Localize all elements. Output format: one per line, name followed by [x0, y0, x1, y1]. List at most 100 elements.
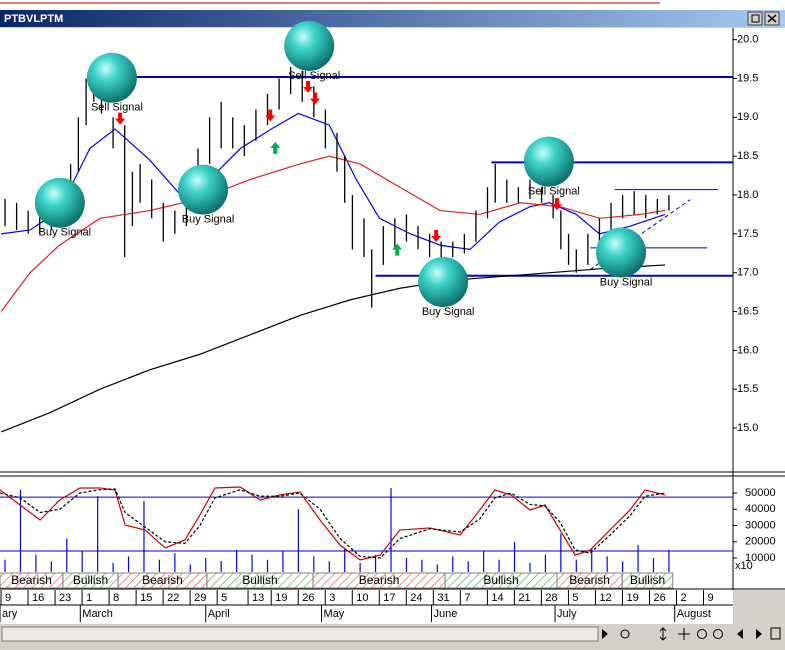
x-tick-label: 1 — [86, 592, 92, 604]
sell-arrow — [265, 109, 276, 122]
next-icon[interactable] — [756, 629, 762, 639]
sentiment-label: Bullish — [630, 573, 665, 587]
month-label: ary — [2, 608, 18, 620]
y-tick-label: 18.0 — [737, 189, 758, 201]
vertical-move-icon[interactable] — [659, 627, 667, 641]
x-tick-label: 5 — [572, 592, 578, 604]
scroll-right-icon[interactable] — [602, 629, 608, 639]
y-tick-label: 20000 — [745, 536, 776, 548]
close-icon — [767, 14, 777, 23]
x-tick-label: 22 — [167, 592, 179, 604]
x-tick-label: 28 — [545, 592, 557, 604]
menu-icon[interactable] — [770, 627, 781, 640]
prev-icon[interactable] — [737, 629, 743, 639]
sell-arrow — [431, 229, 442, 242]
chart-area — [0, 28, 785, 624]
trend-line — [589, 199, 691, 270]
month-label: July — [557, 608, 577, 620]
y-tick-label: 15.0 — [737, 422, 758, 434]
x-tick-label: 26 — [653, 592, 665, 604]
y-tick-label: 19.5 — [737, 72, 758, 84]
zoom-in-icon[interactable] — [713, 629, 723, 639]
signal-ball — [596, 227, 647, 278]
month-label: May — [324, 608, 345, 620]
x-tick-label: 7 — [464, 592, 470, 604]
month-label: April — [208, 608, 230, 620]
x-tick-label: 23 — [59, 592, 71, 604]
sell-arrow — [115, 112, 126, 125]
month-label: June — [434, 608, 458, 620]
y-tick-label: 30000 — [745, 519, 776, 531]
signal-label: Sell Signal — [91, 102, 143, 114]
signal-ball — [523, 136, 574, 187]
buy-arrow — [392, 243, 403, 256]
x-tick-label: 17 — [383, 592, 395, 604]
moving-average — [0, 264, 666, 433]
x-tick-label: 13 — [252, 592, 264, 604]
background-window — [0, 0, 785, 10]
sentiment-label: Bearish — [569, 573, 610, 587]
refresh-icon[interactable] — [620, 629, 630, 639]
maximize-icon — [751, 14, 760, 23]
y-tick-label: 19.0 — [737, 111, 758, 123]
signal-ball — [418, 257, 469, 308]
buy-arrow — [270, 141, 281, 154]
signal-label: Buy Signal — [422, 306, 475, 318]
sentiment-label: Bullish — [73, 573, 108, 587]
window-title: PTBVLPTM — [4, 13, 63, 25]
x-tick-label: 21 — [518, 592, 530, 604]
corner — [733, 590, 785, 624]
x-tick-label: 9 — [5, 592, 11, 604]
signal-ball — [86, 52, 137, 103]
y-tick-label: 16.0 — [737, 344, 758, 356]
sell-arrow — [303, 80, 314, 93]
oscillator-line — [0, 488, 666, 559]
x-tick-label: 8 — [113, 592, 119, 604]
y-tick-label: 18.5 — [737, 150, 758, 162]
y-tick-label: 17.5 — [737, 228, 758, 240]
signal-ball — [284, 20, 335, 71]
x-tick-label: 10 — [356, 592, 368, 604]
x-tick-label: 5 — [221, 592, 227, 604]
x-tick-label: 15 — [140, 592, 152, 604]
signal-ball — [178, 164, 229, 215]
sentiment-band — [621, 572, 674, 589]
x-tick-label: 16 — [32, 592, 44, 604]
x-tick-label: 19 — [275, 592, 287, 604]
signal-label: Buy Signal — [600, 276, 653, 288]
signal-label: Sell Signal — [288, 70, 340, 82]
maximize-button[interactable] — [747, 11, 763, 26]
y-tick-label: 20.0 — [737, 34, 758, 46]
y-tick-label: 50000 — [745, 487, 776, 499]
month-label: March — [82, 608, 113, 620]
signal-ball — [34, 177, 85, 228]
scroll-track[interactable] — [1, 626, 599, 642]
y-tick-label: 17.0 — [737, 267, 758, 279]
x-tick-label: 2 — [681, 592, 687, 604]
zoom-out-icon[interactable] — [697, 629, 707, 639]
signal-label: Sell Signal — [528, 186, 580, 198]
x-tick-label: 9 — [708, 592, 714, 604]
unit-label: x10 — [735, 560, 753, 572]
x-tick-label: 29 — [194, 592, 206, 604]
sell-arrow — [309, 92, 320, 105]
month-label: August — [677, 608, 711, 620]
x-tick-label: 24 — [410, 592, 422, 604]
title-bar — [0, 10, 785, 27]
oscillator-line — [0, 486, 666, 561]
x-tick-label: 31 — [437, 592, 449, 604]
x-tick-label: 12 — [599, 592, 611, 604]
signal-label: Buy Signal — [182, 213, 235, 225]
y-tick-label: 10000 — [745, 552, 776, 564]
x-tick-label: 14 — [491, 592, 503, 604]
y-tick-label: 16.5 — [737, 305, 758, 317]
sentiment-label: Bearish — [359, 573, 400, 587]
x-tick-label: 19 — [626, 592, 638, 604]
signal-label: Buy Signal — [39, 227, 92, 239]
sell-arrow — [551, 198, 562, 211]
move-icon[interactable] — [678, 628, 690, 640]
x-tick-label: 26 — [302, 592, 314, 604]
x-tick-label: 3 — [329, 592, 335, 604]
